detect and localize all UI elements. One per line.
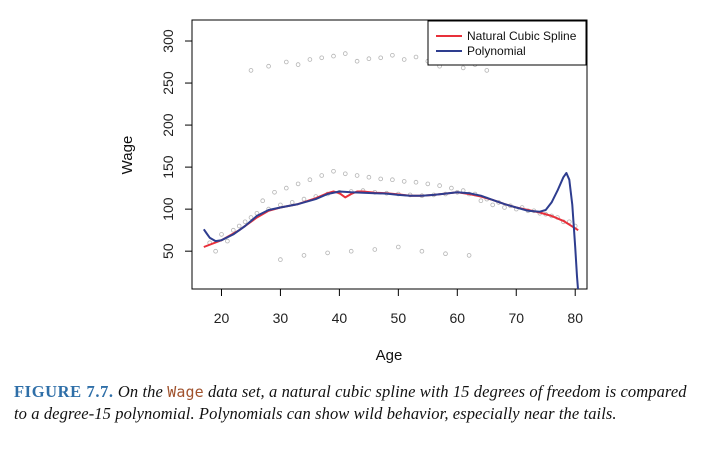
- y-tick-label: 250: [160, 71, 176, 95]
- scatter-point: [331, 169, 336, 174]
- scatter-point: [490, 202, 496, 208]
- scatter-point: [289, 200, 295, 205]
- y-tick-label: 200: [160, 113, 176, 137]
- scatter-point: [278, 257, 283, 262]
- scatter-point: [390, 177, 395, 183]
- y-tick-label: 300: [160, 29, 176, 53]
- scatter-point: [266, 63, 271, 69]
- figure-caption: FIGURE 7.7. On the Wage data set, a natu…: [14, 381, 698, 424]
- scatter-point: [283, 59, 289, 65]
- figure-label: FIGURE 7.7.: [14, 382, 114, 401]
- caption-text-start: On the: [117, 382, 163, 401]
- scatter-point: [449, 185, 454, 191]
- fit-lines: [202, 172, 580, 289]
- x-tick-label: 20: [214, 310, 230, 326]
- scatter-point: [225, 238, 230, 244]
- legend: Natural Cubic Spline Polynomial: [427, 20, 587, 66]
- scatter-point: [437, 183, 442, 188]
- scatter-point: [236, 223, 242, 229]
- x-axis-title: Age: [376, 347, 403, 364]
- scatter-point: [354, 58, 360, 64]
- scatter-point: [272, 190, 277, 195]
- y-tick-label: 150: [160, 155, 176, 179]
- scatter-point: [466, 253, 472, 258]
- scatter-point: [460, 65, 466, 71]
- legend-box: [427, 20, 587, 66]
- scatter-point: [342, 51, 348, 56]
- scatter-point: [219, 232, 224, 237]
- legend-label-polynomial: Polynomial: [467, 44, 526, 58]
- x-tick-label: 40: [332, 310, 348, 326]
- caption-text-rest: data set, a natural cubic spline with 15…: [14, 382, 687, 423]
- scatter-point: [260, 198, 266, 204]
- caption-dataset-name: Wage: [167, 383, 204, 401]
- y-axis-title: Wage: [119, 136, 136, 175]
- legend-label-natural-cubic-spline: Natural Cubic Spline: [467, 29, 577, 43]
- scatter-point: [283, 185, 289, 191]
- series-line-natural-cubic-spline: [203, 190, 579, 248]
- scatter-point: [231, 227, 236, 233]
- scatter-point: [295, 62, 301, 67]
- scatter-point: [301, 253, 307, 258]
- scatter-point: [425, 181, 431, 187]
- scatter-point: [378, 55, 384, 61]
- scatter-point: [401, 179, 407, 184]
- scatter-point: [325, 250, 330, 256]
- scatter-point: [390, 52, 395, 58]
- scatter-point: [307, 57, 313, 62]
- scatter-point: [443, 251, 448, 257]
- wage-age-chart: 20 30 40 50 60 70 80 50 100 150 200 250 300 Age Wage…: [119, 19, 588, 364]
- scatter-point: [342, 171, 348, 177]
- scatter-point: [248, 68, 254, 73]
- scatter-point: [401, 57, 407, 62]
- scatter-point: [484, 68, 490, 73]
- scatter-point: [366, 174, 372, 180]
- scatter-point: [295, 181, 301, 187]
- scatter-points: [207, 51, 578, 262]
- scatter-point: [354, 173, 360, 178]
- scatter-point: [248, 215, 254, 220]
- scatter-point: [419, 248, 425, 254]
- scatter-point: [301, 196, 307, 202]
- x-tick-label: 30: [273, 310, 289, 326]
- scatter-point: [478, 198, 484, 204]
- scatter-point: [366, 56, 372, 61]
- y-tick-label: 100: [160, 197, 176, 221]
- scatter-point: [378, 176, 384, 182]
- y-tick-label: 50: [160, 243, 176, 259]
- x-tick-label: 80: [567, 310, 583, 326]
- scatter-point: [413, 179, 419, 185]
- scatter-point: [319, 173, 325, 178]
- scatter-point: [319, 55, 325, 61]
- scatter-point: [242, 219, 248, 225]
- series-line-polynomial: [202, 172, 580, 289]
- scatter-point: [331, 53, 336, 59]
- scatter-point: [395, 244, 401, 250]
- scatter-point: [413, 54, 419, 60]
- scatter-point: [307, 177, 313, 183]
- axes: 20 30 40 50 60 70 80 50 100 150 200 250 300: [160, 29, 583, 326]
- scatter-point: [502, 205, 507, 210]
- scatter-point: [213, 248, 218, 254]
- scatter-point: [372, 247, 378, 252]
- x-tick-label: 60: [450, 310, 466, 326]
- x-tick-label: 70: [508, 310, 524, 326]
- x-tick-label: 50: [391, 310, 407, 326]
- scatter-point: [348, 248, 354, 254]
